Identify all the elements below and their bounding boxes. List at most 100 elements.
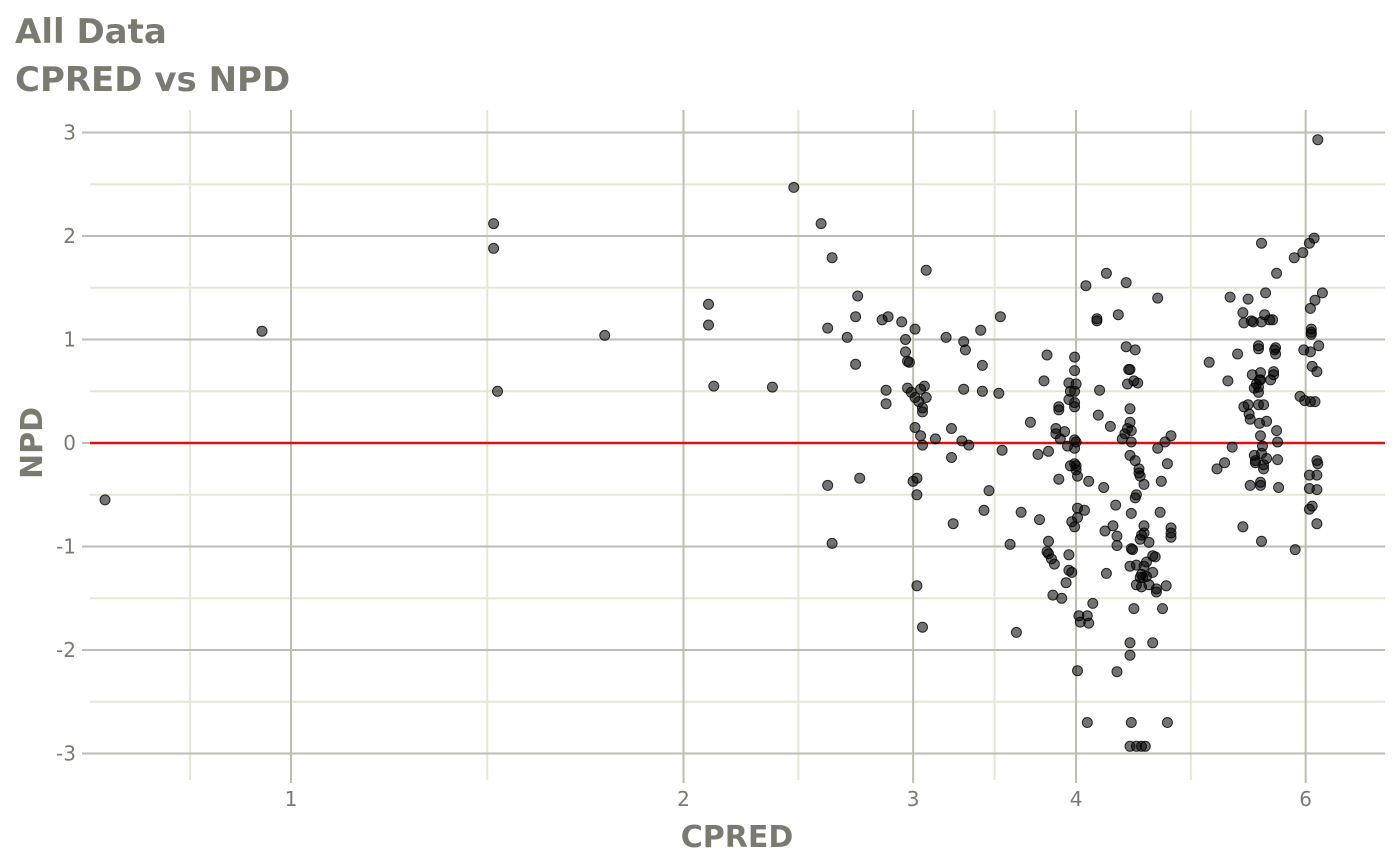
data-point (703, 319, 714, 331)
data-point (1038, 375, 1050, 387)
data-point (1100, 267, 1112, 279)
data-point (1063, 549, 1075, 561)
data-point (958, 383, 970, 395)
data-point (1111, 540, 1123, 551)
data-point (909, 422, 921, 433)
minor-gridlines (90, 110, 1385, 776)
data-point (1043, 535, 1054, 547)
data-point (909, 323, 921, 335)
data-point (1226, 441, 1238, 453)
data-point (1069, 442, 1081, 454)
data-point (1237, 521, 1249, 533)
data-point (1139, 740, 1151, 752)
x-tick-label: 1 (285, 787, 298, 811)
chart-title: All Data (15, 12, 167, 52)
data-point (99, 494, 111, 506)
data-point (1273, 482, 1285, 493)
x-axis-ticks: 1 2 3 4 6 (189, 776, 1312, 811)
data-point (1304, 302, 1316, 314)
data-point (947, 518, 959, 530)
data-point (882, 311, 894, 323)
data-point (880, 384, 892, 396)
data-point (1079, 504, 1090, 516)
data-point (1152, 292, 1164, 304)
x-tick-label: 4 (1070, 787, 1083, 811)
data-point (854, 472, 866, 484)
data-point (903, 356, 915, 368)
data-point (1069, 365, 1081, 377)
data-point (920, 392, 932, 403)
data-point (1271, 267, 1283, 279)
x-tick-label: 2 (677, 787, 690, 811)
data-point (1309, 396, 1321, 408)
data-point (852, 290, 864, 302)
data-point (1060, 577, 1072, 589)
data-point (1313, 340, 1325, 352)
data-point (1132, 377, 1144, 389)
data-point (1099, 525, 1111, 537)
data-point (1124, 364, 1136, 375)
data-point (1147, 637, 1159, 649)
data-point (1311, 518, 1323, 530)
data-point (1312, 134, 1324, 146)
data-point (1069, 401, 1081, 413)
data-point (940, 331, 952, 343)
data-point (1219, 457, 1231, 469)
data-point (1154, 506, 1166, 518)
data-point (1237, 307, 1249, 319)
data-point (1083, 617, 1095, 629)
data-point (1253, 386, 1264, 398)
data-point (1312, 458, 1324, 470)
data-point (1242, 293, 1254, 305)
data-point (1261, 453, 1273, 464)
data-point (1149, 551, 1161, 563)
data-point (1015, 506, 1027, 518)
data-point (1010, 626, 1022, 638)
data-point (1232, 348, 1244, 360)
data-point (841, 331, 853, 343)
data-point (708, 380, 720, 392)
data-point (1069, 385, 1081, 397)
data-point (1069, 351, 1081, 363)
data-point (911, 489, 923, 501)
data-point (1124, 637, 1136, 649)
data-point (1024, 416, 1036, 428)
data-point (976, 385, 988, 397)
data-point (1080, 280, 1092, 292)
data-point (1034, 514, 1045, 526)
data-point (1261, 415, 1273, 427)
data-point (1032, 448, 1044, 460)
data-point (946, 452, 957, 463)
data-point (1255, 479, 1266, 491)
y-tick-label: 2 (63, 224, 76, 248)
data-point (1130, 489, 1142, 501)
y-tick-label: 1 (63, 328, 76, 352)
data-point (1048, 558, 1060, 570)
data-point (1255, 430, 1266, 442)
data-point (918, 380, 930, 392)
data-point (963, 439, 975, 451)
data-point (1138, 527, 1150, 539)
data-point (1100, 567, 1112, 579)
data-point (1128, 603, 1140, 615)
x-tick-label: 6 (1299, 787, 1312, 811)
data-point (1203, 356, 1215, 368)
data-point (929, 433, 941, 445)
chart-subtitle: CPRED vs NPD (15, 60, 291, 100)
data-point (1244, 479, 1256, 491)
data-point (1111, 530, 1123, 542)
data-point (1041, 349, 1053, 361)
data-point (1092, 409, 1104, 421)
data-point (911, 580, 923, 592)
data-point (1069, 521, 1081, 533)
data-point (1161, 717, 1173, 728)
data-point (1107, 520, 1119, 532)
data-point (703, 298, 714, 310)
data-point (492, 385, 503, 397)
data-point (917, 439, 928, 451)
data-point (1255, 374, 1266, 386)
data-point (850, 358, 862, 370)
data-point (1270, 348, 1282, 360)
y-tick-label: -2 (56, 638, 76, 662)
